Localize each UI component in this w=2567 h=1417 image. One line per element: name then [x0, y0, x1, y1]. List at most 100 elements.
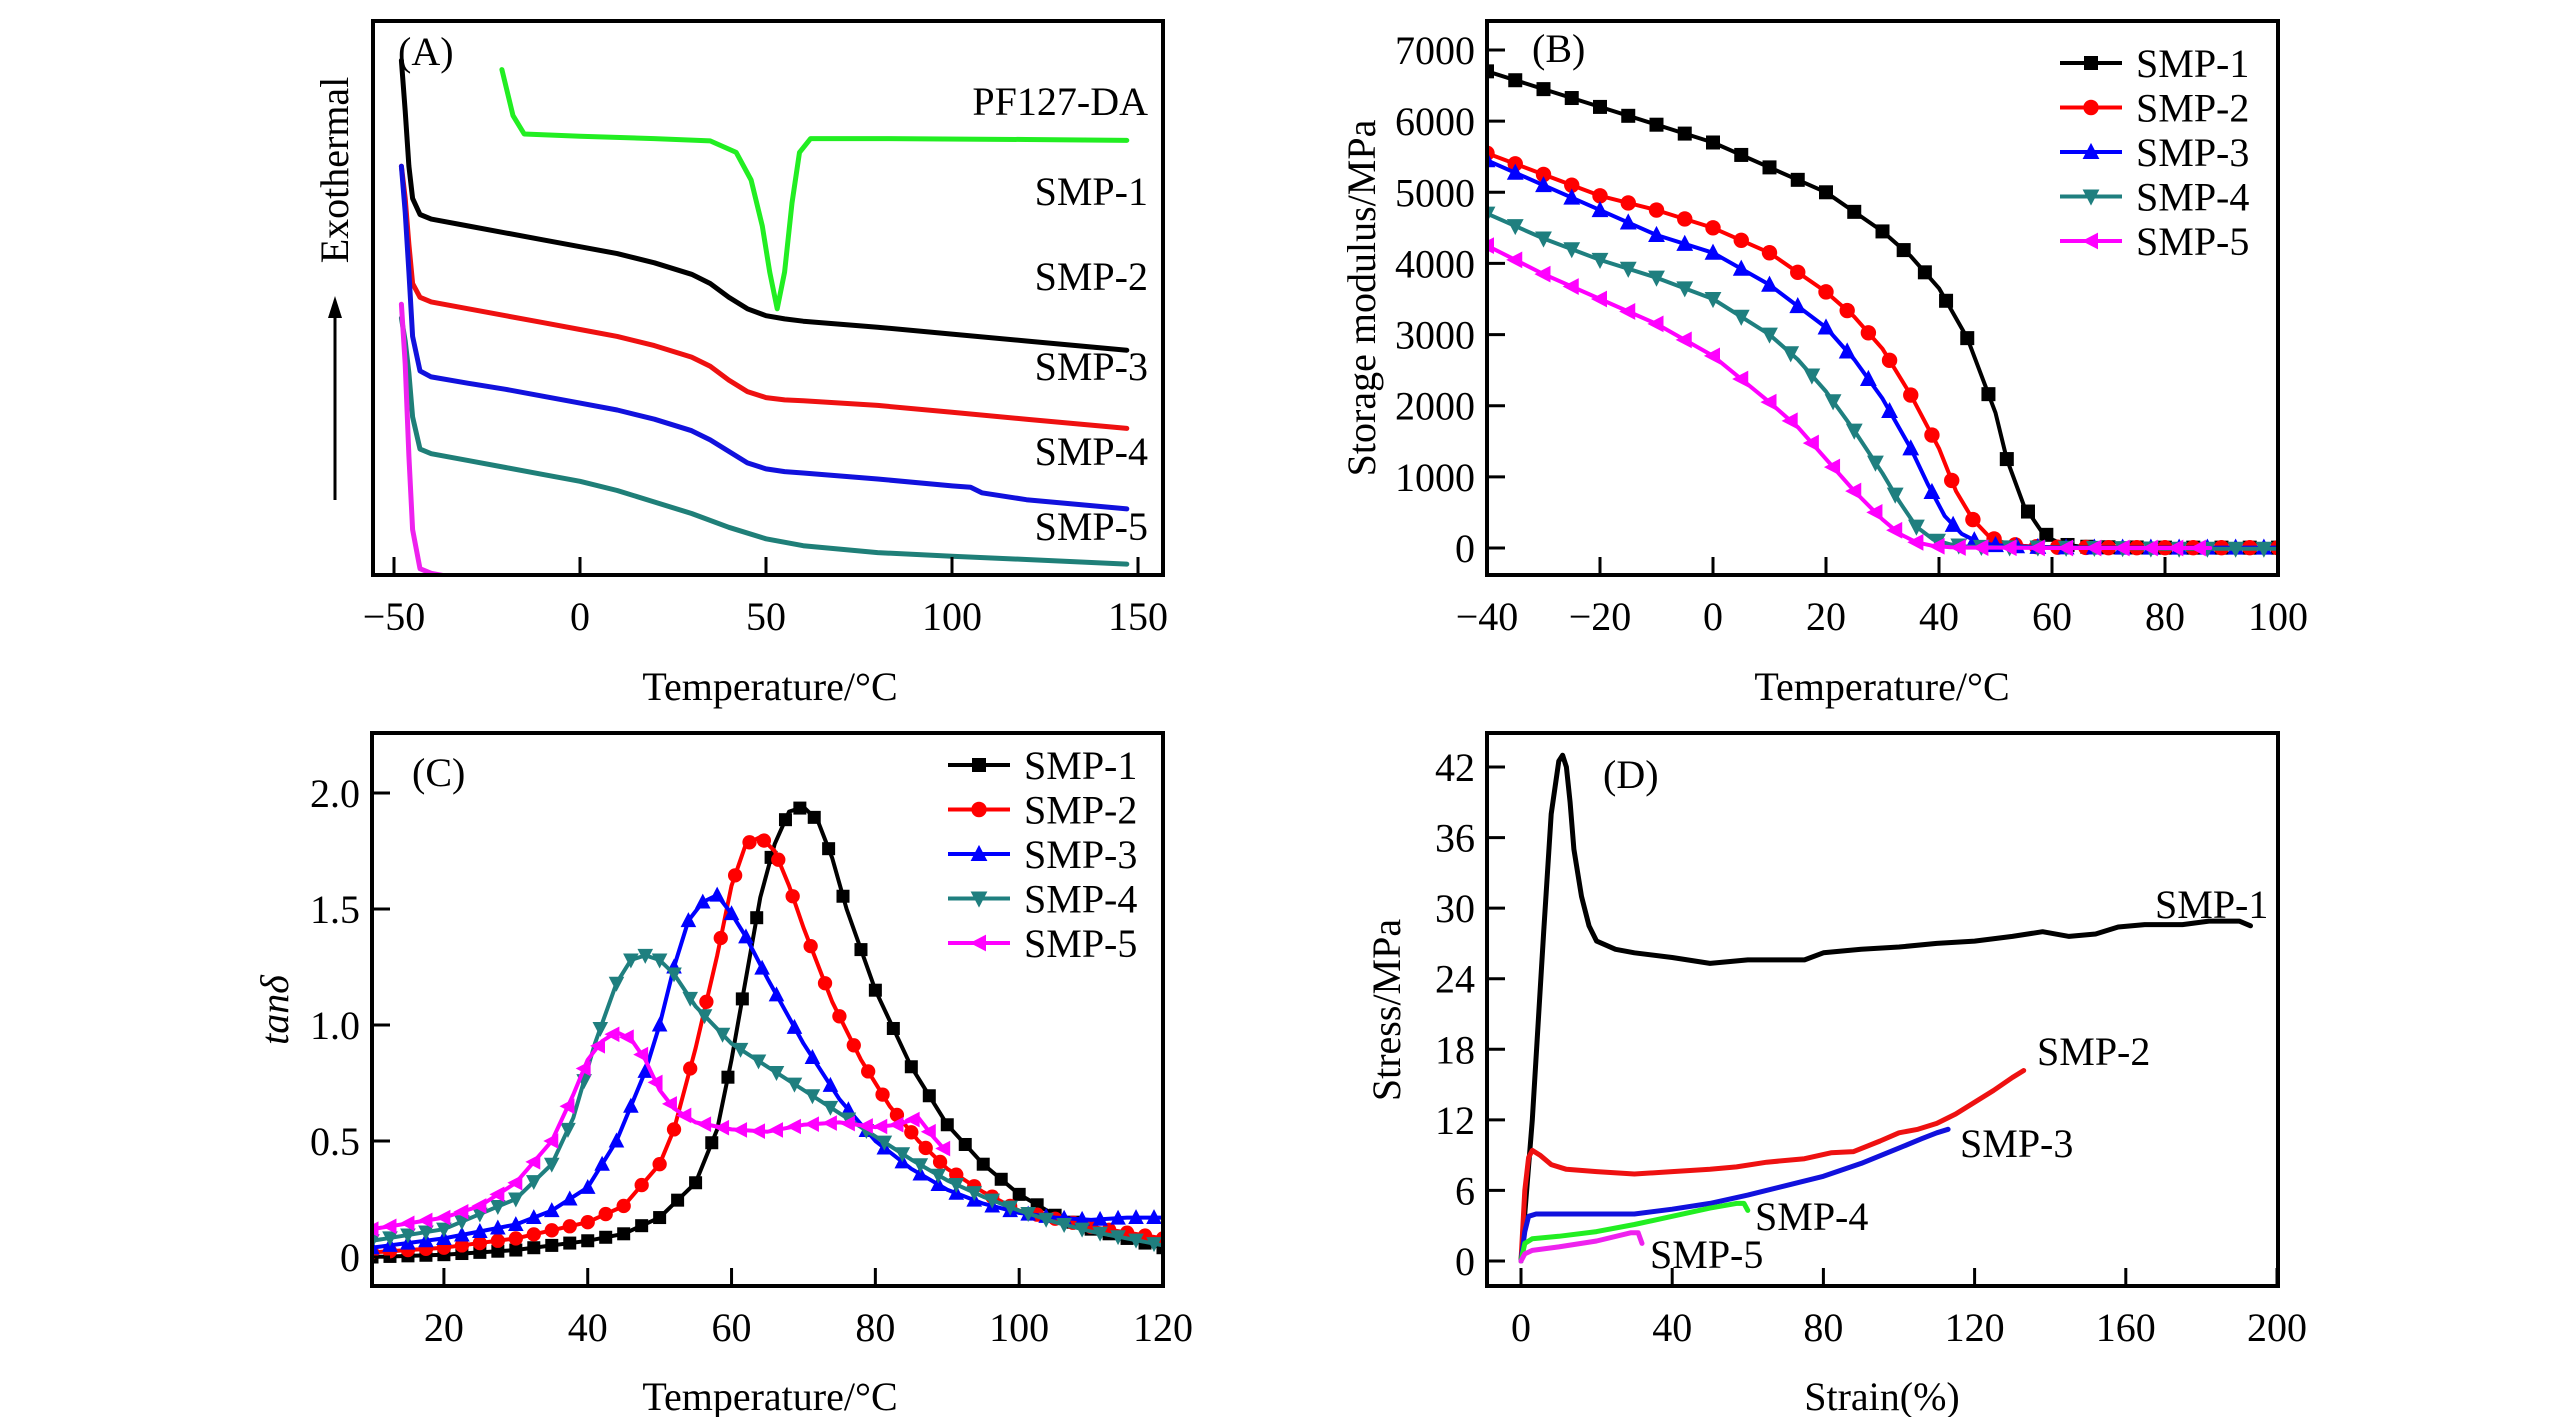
- series-line-smp-1: [398, 57, 1130, 353]
- y-tick-label: 12: [1435, 1098, 1475, 1143]
- data-point-smp-3: [1535, 176, 1552, 193]
- data-point-smp-1: [1706, 135, 1720, 150]
- data-point-smp-2: [1965, 511, 1981, 528]
- data-point-smp-2: [699, 994, 714, 1009]
- x-tick-label: 20: [1806, 594, 1846, 639]
- data-point-smp-2: [1860, 325, 1877, 341]
- legend-label: SMP-4: [2136, 175, 2249, 220]
- data-point-smp-2: [508, 1231, 523, 1246]
- panel-d-label: (D): [1603, 752, 1659, 797]
- legend-item-smp-4: SMP-4: [2060, 175, 2249, 220]
- data-point-smp-2: [490, 1233, 505, 1248]
- legend-marker-smp-4: [970, 891, 988, 908]
- data-point-smp-3: [1110, 1209, 1126, 1225]
- data-point-smp-1: [807, 810, 821, 824]
- data-point-smp-2: [756, 833, 772, 848]
- data-point-smp-4: [382, 1231, 398, 1247]
- x-tick-label: 40: [1652, 1305, 1692, 1350]
- panel-b-x-ticks: −40 −20 0 20 40 60 80 100: [1456, 557, 2308, 639]
- y-tick-label: 0: [340, 1235, 360, 1280]
- data-point-smp-4: [822, 1100, 839, 1116]
- data-point-smp-4: [666, 967, 682, 983]
- data-point-smp-1: [922, 1089, 936, 1103]
- data-point-smp-3: [1902, 439, 1920, 456]
- data-point-smp-4: [1867, 455, 1884, 472]
- legend-label: SMP-2: [1024, 788, 1137, 833]
- data-point-smp-1: [581, 1234, 595, 1248]
- data-point-smp-5: [1732, 370, 1749, 388]
- data-point-smp-1: [509, 1243, 523, 1257]
- data-point-smp-4: [1146, 1237, 1162, 1253]
- data-point-smp-1: [1960, 331, 1975, 346]
- panel-a-y-axis-title: Exothermal: [312, 77, 357, 264]
- curve-label-smp-2: SMP-2: [1035, 254, 1148, 299]
- data-point-smp-1: [1939, 293, 1954, 308]
- data-point-smp-2: [1620, 195, 1636, 211]
- x-tick-label: 40: [568, 1305, 608, 1350]
- data-point-smp-2: [580, 1215, 595, 1230]
- x-tick-label: 60: [2032, 594, 2072, 639]
- data-point-smp-2: [544, 1223, 559, 1238]
- data-point-smp-1: [1790, 172, 1805, 187]
- data-point-smp-5: [453, 1203, 469, 1220]
- data-point-smp-4: [948, 1178, 965, 1193]
- data-point-smp-4: [682, 991, 698, 1007]
- data-point-smp-3: [709, 886, 725, 902]
- legend-label: SMP-2: [2136, 86, 2249, 131]
- data-point-smp-5: [543, 1133, 559, 1149]
- x-tick-label: 0: [570, 594, 590, 639]
- data-point-smp-5: [2141, 539, 2158, 557]
- data-point-smp-5: [935, 1140, 951, 1157]
- data-point-smp-4: [876, 1135, 893, 1151]
- data-point-smp-5: [872, 1118, 888, 1135]
- legend-marker-smp-4: [2082, 189, 2100, 206]
- data-point-smp-3: [1074, 1210, 1090, 1226]
- series-line-smp-3: [398, 163, 1130, 512]
- curve-label-smp-1: SMP-1: [1035, 169, 1148, 214]
- data-point-smp-5: [1760, 393, 1777, 411]
- data-point-smp-1: [994, 1172, 1008, 1186]
- series-line-smp-2: [1518, 1068, 2027, 1264]
- panel-c-label: (C): [412, 750, 465, 795]
- series-line-smp-1: [1518, 752, 2253, 1264]
- data-point-smp-2: [526, 1227, 541, 1242]
- data-point-smp-3: [594, 1155, 610, 1171]
- data-point-smp-1: [1847, 204, 1862, 219]
- data-point-smp-1: [904, 1060, 918, 1074]
- legend-item-smp-3: SMP-3: [2060, 130, 2249, 175]
- data-point-smp-4: [1110, 1230, 1126, 1246]
- data-point-smp-5: [1619, 303, 1636, 320]
- data-point-smp-1: [599, 1230, 613, 1244]
- panel-b: −40 −20 0 20 40 60 80 100 0 1000 2000 3000 4000 5000…: [1339, 19, 2308, 709]
- data-point-smp-4: [1074, 1222, 1090, 1238]
- data-point-smp-4: [804, 1089, 821, 1105]
- data-point-smp-1: [1734, 147, 1749, 162]
- data-point-smp-5: [750, 1123, 766, 1139]
- data-point-smp-2: [1592, 188, 1608, 204]
- data-point-smp-2: [454, 1238, 470, 1253]
- data-point-smp-1: [793, 801, 807, 815]
- data-point-smp-3: [543, 1202, 560, 1218]
- panel-c-y-axis-title: tanδ: [252, 974, 297, 1045]
- data-point-smp-1: [1999, 452, 2014, 467]
- data-point-smp-5: [647, 1074, 663, 1091]
- data-point-smp-3: [1648, 225, 1665, 242]
- series-markers-smp-5: [1487, 237, 2206, 557]
- data-point-smp-3: [1506, 163, 1524, 180]
- data-point-smp-4: [1761, 327, 1778, 344]
- data-point-smp-1: [2020, 504, 2035, 519]
- y-tick-label: 36: [1435, 816, 1475, 861]
- y-tick-label: 7000: [1395, 28, 1475, 73]
- legend-label: SMP-5: [2136, 219, 2249, 264]
- data-point-smp-2: [1705, 220, 1721, 236]
- x-tick-label: 80: [1803, 1305, 1843, 1350]
- legend-marker-smp-3: [970, 844, 988, 861]
- y-tick-label: 0.5: [310, 1119, 360, 1164]
- data-point-smp-2: [1790, 264, 1806, 281]
- data-point-smp-5: [1675, 331, 1692, 349]
- data-point-smp-3: [1591, 200, 1609, 218]
- data-point-smp-4: [651, 953, 668, 969]
- y-tick-label: 1.0: [310, 1003, 360, 1048]
- data-point-smp-2: [817, 976, 833, 991]
